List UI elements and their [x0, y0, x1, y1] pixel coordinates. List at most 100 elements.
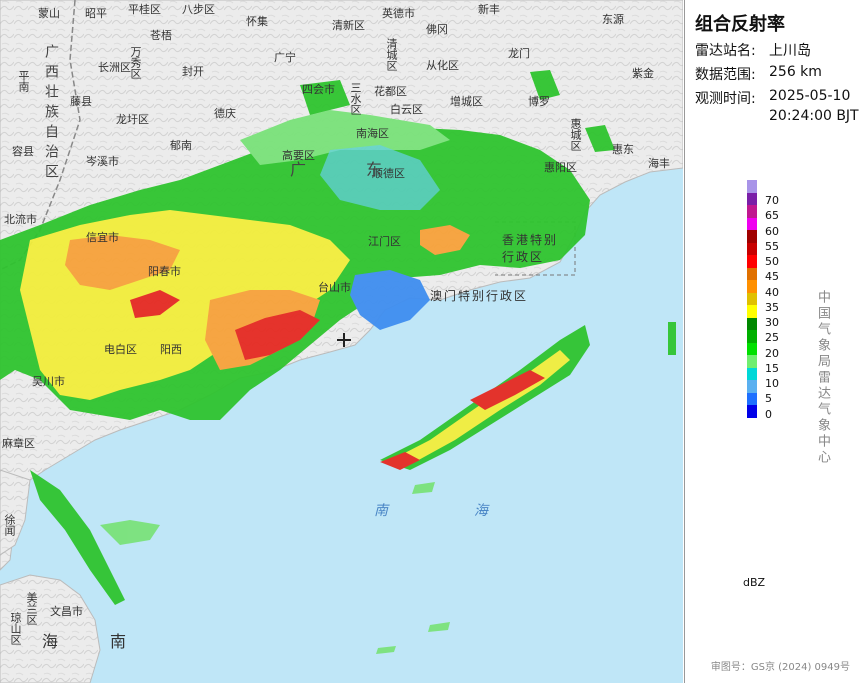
- echo-small-2: [428, 622, 450, 632]
- place-label: 昭平: [85, 7, 107, 20]
- range-label: 数据范围:: [695, 67, 756, 83]
- place-label: 高要区: [282, 149, 315, 162]
- legend-swatch: [747, 392, 757, 405]
- place-label: 苍梧: [150, 29, 172, 42]
- place-label: 白云区: [390, 103, 423, 116]
- place-label: 长洲区: [98, 61, 131, 74]
- agency-label: 中国气象局雷达气象中心: [815, 290, 830, 466]
- place-label: 岑溪市: [86, 155, 119, 168]
- time-label: 观测时间:: [695, 91, 756, 107]
- legend-swatch: [747, 380, 757, 393]
- legend-swatch: [747, 180, 757, 193]
- place-label: 郁南: [170, 139, 192, 152]
- place-label: 北流市: [4, 213, 37, 226]
- place-label: 信宜市: [86, 231, 119, 244]
- station-label: 雷达站名:: [695, 43, 756, 59]
- map-layers: [0, 0, 683, 683]
- macau-label: 澳门特别行政区: [430, 289, 529, 303]
- place-label: 清城区: [385, 38, 398, 71]
- place-label: 花都区: [374, 85, 407, 98]
- peninsula: [0, 469, 31, 556]
- echo-ne-2: [585, 125, 615, 152]
- legend-tick-label: 30: [765, 316, 779, 329]
- place-label: 从化区: [426, 59, 459, 72]
- echo-blue: [350, 270, 430, 330]
- place-label: 美兰区: [25, 592, 38, 625]
- place-label: 德庆: [214, 107, 236, 120]
- legend-swatch: [747, 305, 757, 318]
- echo-small-3: [376, 646, 396, 654]
- echo-orange-3: [420, 225, 470, 255]
- echo-southwest: [30, 470, 125, 605]
- time-clock: 20:24:00 BJT: [769, 108, 859, 124]
- time-row: 观测时间: 2025-05-10: [695, 88, 850, 108]
- place-label: 文昌市: [50, 605, 83, 618]
- place-label: 蒙山: [38, 7, 60, 20]
- review-number: 审图号：GS京 (2024) 0949号: [710, 662, 850, 673]
- range-row: 数据范围: 256 km: [695, 64, 822, 84]
- place-label: 增城区: [450, 95, 483, 108]
- legend-swatch: [747, 367, 757, 380]
- place-label: 台山市: [318, 281, 351, 294]
- legend-tick-label: 35: [765, 300, 779, 314]
- legend-swatch: [747, 192, 757, 205]
- place-label: 海丰: [648, 157, 670, 170]
- legend-unit: dBZ: [743, 576, 766, 589]
- legend-tick-label: 40: [765, 285, 779, 299]
- product-title: 组合反射率: [695, 14, 785, 35]
- place-label: 惠城区: [569, 118, 582, 151]
- sea-label: 海: [42, 632, 61, 651]
- place-label: 藤县: [70, 95, 92, 108]
- place-label: 平桂区: [128, 3, 161, 16]
- place-label: 英德市: [382, 7, 415, 20]
- time-date: 2025-05-10: [769, 88, 851, 104]
- place-label: 惠阳区: [544, 161, 577, 174]
- legend-swatch: [747, 405, 757, 418]
- place-label: 紫金: [632, 67, 654, 80]
- echo-red-2: [130, 290, 180, 318]
- place-label: 龙圩区: [116, 113, 149, 126]
- legend-swatch: [747, 205, 757, 218]
- place-label: 顺德区: [372, 167, 405, 180]
- offshore-squall-red: [380, 452, 420, 470]
- place-label: 新丰: [478, 3, 500, 16]
- range-value: 256 km: [769, 64, 822, 80]
- hainan-island: [0, 574, 101, 683]
- legend-swatch: [747, 267, 757, 280]
- legend-tick-label: 5: [765, 392, 772, 406]
- legend-tick-label: 20: [765, 346, 779, 360]
- legend-tick-label: 70: [765, 194, 779, 207]
- legend-swatch: [747, 230, 757, 243]
- region-label-guangdong: 广东: [290, 160, 443, 179]
- legend-tick-label: 50: [765, 255, 779, 268]
- legend-tick-label: 25: [765, 331, 779, 345]
- radar-site-marker[interactable]: [337, 333, 351, 347]
- legend-tick-label: 60: [765, 224, 779, 238]
- legend-swatch: [747, 330, 757, 343]
- echo-red: [235, 310, 320, 360]
- place-label: 江门区: [368, 235, 401, 248]
- place-label: 平南: [17, 70, 30, 92]
- region-label-guangxi: 广西壮族自治区: [43, 44, 59, 184]
- sea-label: 海: [474, 503, 490, 519]
- radar-map[interactable]: 蒙山 昭平 平桂区 八步区 怀集 清新区 英德市 佛冈 新丰 东源 苍梧 长洲区…: [0, 0, 683, 683]
- place-label: 三水区: [349, 82, 362, 115]
- place-label: 封开: [182, 65, 204, 78]
- place-label: 阳西: [160, 343, 182, 356]
- place-label: 清新区: [332, 19, 365, 32]
- legend-tick-label: 15: [765, 361, 779, 375]
- legend-tick-label: 45: [765, 270, 779, 284]
- place-label: 徐闻: [3, 514, 16, 536]
- hk-border: [495, 221, 576, 276]
- legend-swatch: [747, 242, 757, 255]
- sea-label: 南: [374, 503, 390, 519]
- legend-swatch: [747, 280, 757, 293]
- radar-echoes: [0, 70, 676, 654]
- echo-e-strip: [668, 322, 676, 355]
- place-label: 四会市: [302, 83, 335, 96]
- sea-label: 南: [110, 632, 129, 651]
- place-label: 万秀区: [129, 46, 142, 79]
- legend-swatch: [747, 255, 757, 268]
- place-label: 惠东: [612, 143, 634, 156]
